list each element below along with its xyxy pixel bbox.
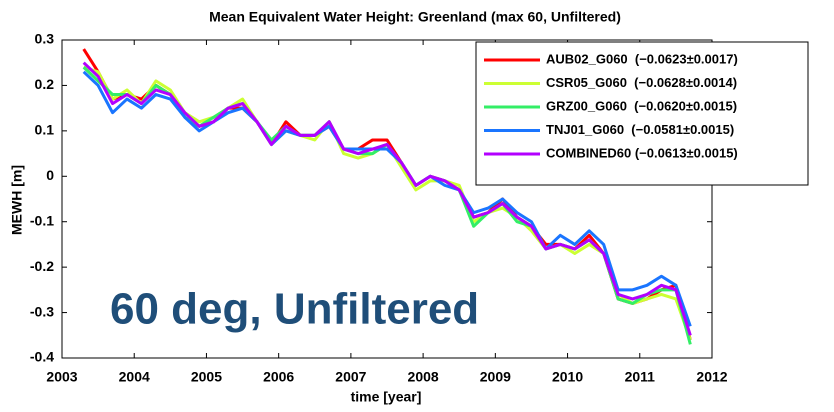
x-tick-label: 2005 [191,369,222,385]
y-tick-label: 0 [46,167,54,183]
x-axis-label: time [year] [351,389,422,405]
y-tick-label: -0.4 [30,349,54,365]
x-tick-label: 2003 [46,369,77,385]
y-tick-label: 0.3 [35,31,55,47]
x-tick-label: 2004 [119,369,150,385]
chart-title: Mean Equivalent Water Height: Greenland … [209,9,621,25]
legend-label: COMBINED60 (−0.0613±0.0015) [546,145,738,160]
annotation: 60 deg, Unfiltered [110,285,479,334]
x-tick-label: 2007 [335,369,366,385]
x-tick-label: 2006 [263,369,294,385]
x-tick-label: 2012 [696,369,727,385]
y-tick-label: 0.1 [35,122,55,138]
x-tick-label: 2010 [552,369,583,385]
x-tick-label: 2008 [408,369,439,385]
legend-label: CSR05_G060 (−0.0628±0.0014) [546,75,737,90]
data-line [82,61,692,336]
legend-label: AUB02_G060 (−0.0623±0.0017) [546,51,738,66]
y-tick-label: 0.2 [35,76,55,92]
data-line [82,70,692,327]
x-tick-label: 2009 [480,369,511,385]
y-tick-label: -0.2 [30,258,54,274]
x-tick-label: 2011 [625,369,656,385]
legend-label: GRZ00_G060 (−0.0620±0.0015) [546,98,737,113]
plot-frame [61,39,713,359]
legend-box [475,41,809,186]
y-tick-label: -0.1 [30,212,54,228]
y-tick-label: -0.3 [30,303,54,319]
y-axis-label: MEWH [m] [9,165,25,235]
legend-label: TNJ01_G060 (−0.0581±0.0015) [546,122,734,137]
